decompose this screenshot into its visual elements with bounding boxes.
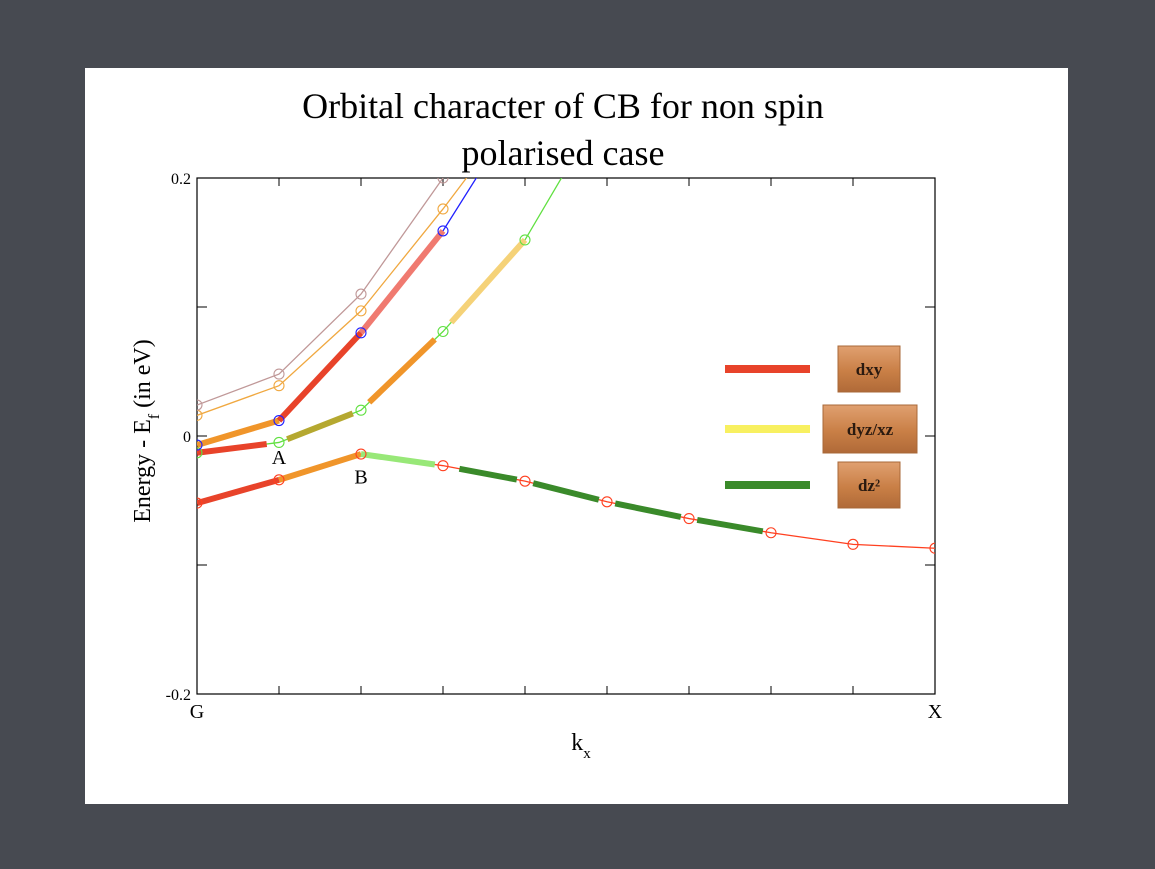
orbital-segment (696, 517, 764, 535)
data-point (273, 474, 285, 486)
orbital-segment (286, 410, 354, 443)
axes: 0.2 0 -0.2G Xkx Energy - Ef (in eV) (130, 171, 943, 762)
x-axis-label: kx (571, 730, 591, 762)
data-point (273, 380, 285, 392)
slide-background: Orbital character of CB for non spin pol… (85, 68, 1068, 804)
legend: dxy dyz/xz dz² (725, 345, 918, 509)
orbital-segment (358, 229, 446, 335)
data-point (355, 288, 367, 300)
data-point (601, 496, 613, 508)
data-point (437, 460, 449, 472)
legend-label: dxy (856, 360, 883, 379)
data-point (355, 404, 367, 416)
orbital-segment (276, 330, 364, 423)
labels-group: AB (272, 447, 368, 488)
legend-label-box (837, 461, 901, 509)
data-point (355, 305, 367, 317)
data-point (273, 368, 285, 380)
orbital-segment (197, 476, 280, 506)
data-point (437, 225, 449, 237)
y-tick-label: 0 (183, 429, 191, 446)
chart-title-line-2: polarised case (462, 133, 665, 173)
legend-label-box (822, 404, 918, 454)
orbital-segment (278, 451, 362, 483)
high-symmetry-label: B (354, 466, 367, 488)
legend-label-box (837, 345, 901, 393)
band-line-4 (197, 178, 444, 406)
orbital-segment (448, 237, 528, 325)
data-point (197, 447, 203, 459)
data-point (437, 203, 449, 215)
orbital-segment (532, 480, 600, 503)
data-point (847, 538, 859, 550)
data-point (355, 327, 367, 339)
x-tick-label: G (190, 701, 204, 723)
y-tick-label: -0.2 (166, 687, 191, 704)
data-point (519, 234, 531, 246)
data-point (197, 399, 203, 411)
series-group (197, 178, 935, 554)
data-point (683, 513, 695, 525)
orbital-segment (614, 500, 682, 520)
y-axis-label: Energy - Ef (in eV) (130, 339, 163, 523)
orbital-segment (458, 465, 518, 483)
chart-title-line-1: Orbital character of CB for non spin (302, 86, 824, 126)
data-point (765, 527, 777, 539)
y-tick-label: 0.2 (171, 171, 191, 188)
data-point (437, 178, 449, 184)
data-point (929, 542, 935, 554)
data-point (273, 436, 285, 449)
band-structure-chart: Orbital character of CB for non spin pol… (130, 86, 943, 762)
data-point (197, 409, 203, 421)
band-line-3 (197, 178, 468, 416)
data-point (519, 475, 531, 487)
data-point (355, 448, 367, 460)
high-symmetry-label: A (272, 447, 287, 469)
orbital-segment (197, 417, 280, 448)
data-point (197, 497, 203, 509)
x-tick-label: X (928, 701, 943, 723)
orbital-segment (367, 337, 437, 405)
data-point (273, 414, 285, 427)
orbital-segment (360, 451, 436, 468)
data-point (197, 439, 203, 451)
legend-label: dz² (858, 476, 880, 495)
legend-label: dyz/xz (847, 420, 894, 439)
data-point (437, 325, 449, 338)
orbital-segment (197, 441, 268, 456)
